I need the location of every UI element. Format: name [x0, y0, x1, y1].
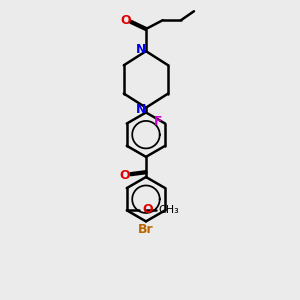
Text: Br: Br	[138, 223, 154, 236]
Text: N: N	[136, 43, 146, 56]
Text: F: F	[154, 116, 162, 128]
Text: CH₃: CH₃	[158, 205, 179, 215]
Text: O: O	[120, 169, 130, 182]
Text: O: O	[120, 14, 131, 27]
Text: N: N	[136, 103, 146, 116]
Text: O: O	[142, 203, 153, 216]
